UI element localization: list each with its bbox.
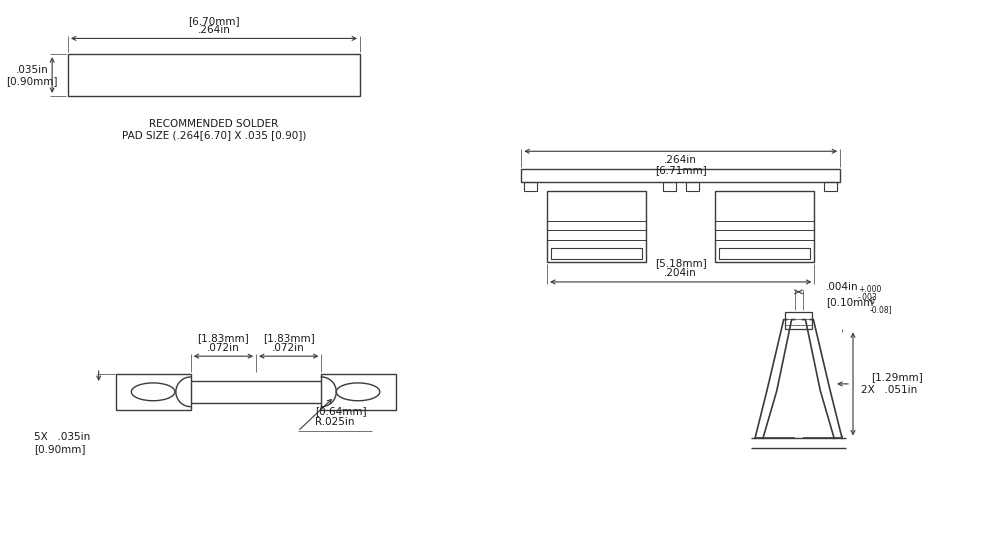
Bar <box>525 182 537 191</box>
Bar <box>824 182 837 191</box>
Bar <box>719 248 810 259</box>
Text: [1.83mm]: [1.83mm] <box>263 333 314 343</box>
Text: .072in: .072in <box>207 343 240 353</box>
Text: 5X   .035in: 5X .035in <box>35 432 91 442</box>
Text: RECOMMENDED SOLDER: RECOMMENDED SOLDER <box>149 119 279 129</box>
Text: -0.08]: -0.08] <box>869 305 892 314</box>
Text: .004in: .004in <box>826 282 859 292</box>
Bar <box>522 169 840 182</box>
Bar <box>784 312 812 330</box>
Text: [0.90mm]: [0.90mm] <box>7 76 58 86</box>
Text: +.000: +.000 <box>858 285 881 294</box>
Text: .035in: .035in <box>16 65 48 75</box>
Text: [0.90mm]: [0.90mm] <box>35 444 86 454</box>
Bar <box>321 374 395 410</box>
Text: [1.83mm]: [1.83mm] <box>198 333 249 343</box>
Text: .072in: .072in <box>273 343 305 353</box>
Bar <box>686 182 699 191</box>
Bar <box>715 191 814 262</box>
Bar <box>551 248 642 259</box>
Text: [5.18mm]: [5.18mm] <box>655 258 706 268</box>
Ellipse shape <box>336 383 379 401</box>
Text: PAD SIZE (.264[6.70] X .035 [0.90]): PAD SIZE (.264[6.70] X .035 [0.90]) <box>122 130 306 140</box>
Text: [1.29mm]: [1.29mm] <box>870 372 923 382</box>
Text: R.025in: R.025in <box>315 417 355 427</box>
Text: [6.70mm]: [6.70mm] <box>188 15 240 25</box>
Text: -.003: -.003 <box>858 293 877 302</box>
Text: [0.10mm: [0.10mm <box>826 297 873 307</box>
Bar <box>547 191 646 262</box>
Text: .264in: .264in <box>198 25 230 35</box>
Bar <box>663 182 676 191</box>
Text: [6.71mm]: [6.71mm] <box>655 165 706 175</box>
Bar <box>117 374 191 410</box>
Text: .204in: .204in <box>664 268 698 278</box>
Text: .264in: .264in <box>664 155 698 165</box>
Text: [0.64mm]: [0.64mm] <box>315 406 368 416</box>
Text: 0: 0 <box>869 297 874 306</box>
Ellipse shape <box>131 383 175 401</box>
Text: 2X   .051in: 2X .051in <box>861 385 917 395</box>
Bar <box>68 54 360 96</box>
